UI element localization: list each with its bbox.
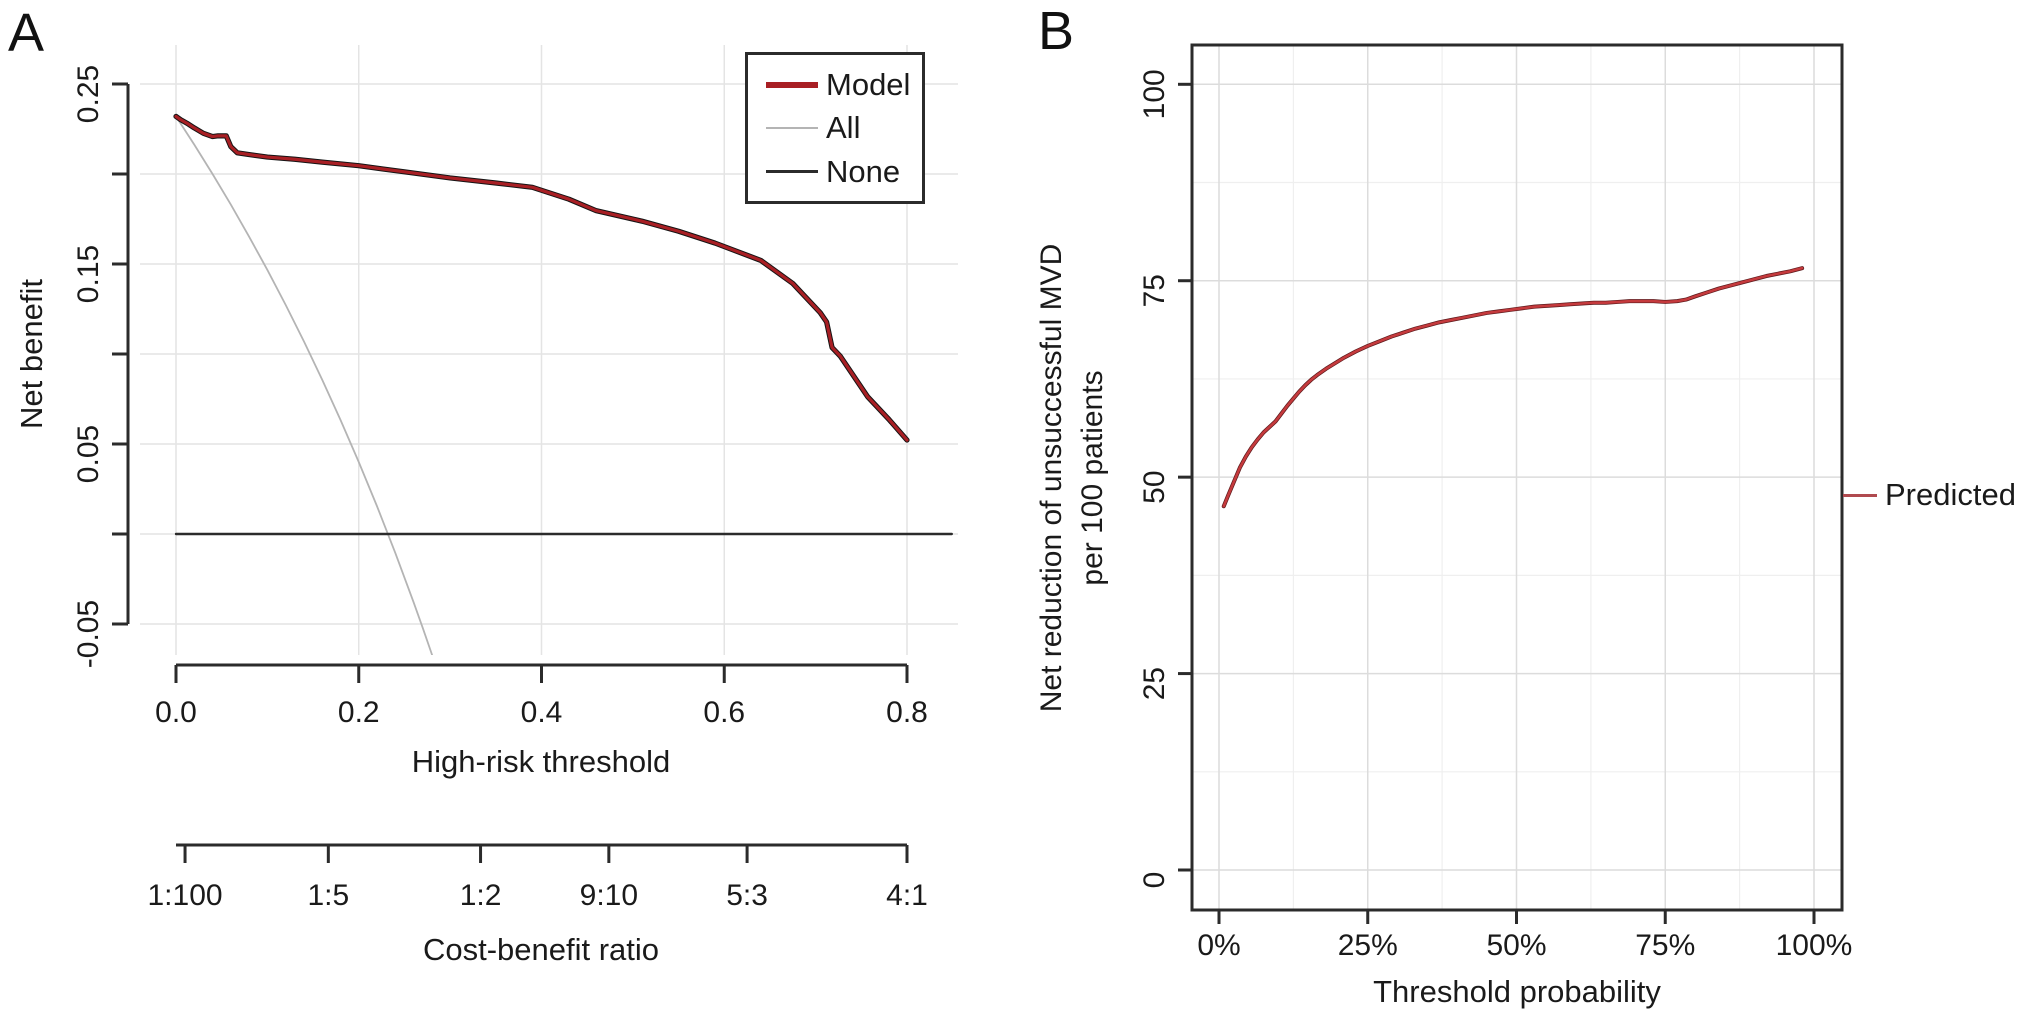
cost-axis-tick-label: 5:3 <box>726 879 768 912</box>
x-axis-tick-label: 0.6 <box>703 696 745 729</box>
panel-b-y-axis-title: Net reduction of unsuccessful MVD per 10… <box>1035 243 1109 713</box>
panel-a-x-axis-title: High-risk threshold <box>411 744 671 779</box>
y-axis-tick-label: 0.05 <box>72 425 105 483</box>
all-curve <box>175 115 434 655</box>
panel-b-legend: Predicted <box>1843 477 2016 513</box>
legend-entry-model: Model <box>766 67 912 103</box>
y-axis-tick-label: 50 <box>1138 470 1171 503</box>
x-axis-tick-label: 0.8 <box>886 696 928 729</box>
x-axis-tick-label: 25% <box>1338 929 1398 962</box>
cost-axis-tick-label: 1:5 <box>307 879 349 912</box>
cost-axis-tick-label: 1:2 <box>460 879 502 912</box>
y-axis-tick-label: 25 <box>1138 667 1171 700</box>
panel-a-secondary-axis-title: Cost-benefit ratio <box>422 932 660 967</box>
panel-a-cost-benefit-axis: 1:100 1:5 1:2 9:10 5:3 4:1 <box>148 843 928 912</box>
y-axis-tick-label: 75 <box>1138 274 1171 307</box>
legend-entry-none: None <box>766 154 912 190</box>
panel-b-y-axis: 0 25 50 75 100 <box>1138 69 1192 888</box>
model-line-swatch <box>766 81 818 88</box>
y-axis-tick-label: 0.15 <box>72 245 105 303</box>
x-axis-tick-label: 0% <box>1197 929 1240 962</box>
cost-axis-tick-label: 4:1 <box>886 879 928 912</box>
x-axis-tick-label: 0.0 <box>155 696 197 729</box>
y-axis-tick-label: 100 <box>1138 69 1171 119</box>
x-axis-tick-label: 0.2 <box>338 696 380 729</box>
panel-a-legend: Model All None <box>745 52 925 204</box>
x-axis-tick-label: 50% <box>1486 929 1546 962</box>
legend-label-predicted: Predicted <box>1885 477 2016 512</box>
panel-a-letter: A <box>8 3 45 63</box>
panel-b-x-axis-title: Threshold probability <box>1373 974 1661 1009</box>
all-line-swatch <box>766 127 818 129</box>
y-axis-tick-label: 0.25 <box>72 65 105 123</box>
predicted-curve-outline <box>1221 266 1805 509</box>
none-line-swatch <box>766 170 818 173</box>
cost-axis-tick-label: 9:10 <box>580 879 638 912</box>
predicted-curve <box>1222 266 1804 508</box>
model-curve <box>174 114 909 442</box>
legend-label-model: Model <box>826 66 911 102</box>
y-axis-tick-label: 0 <box>1138 872 1171 889</box>
legend-entry-all: All <box>766 110 912 146</box>
panel-a-series <box>173 113 953 655</box>
panel-b-x-axis: 0% 25% 50% 75% 100% <box>1197 910 1852 962</box>
x-axis-tick-label: 75% <box>1635 929 1695 962</box>
panel-b-gridlines <box>1192 45 1842 910</box>
y-axis-tick-label: -0.05 <box>72 600 105 668</box>
panel-b-chart: 0 25 50 75 100 0% 25% 50% 75% 100% <box>1138 43 1852 962</box>
legend-label-all: All <box>826 110 861 145</box>
panel-a-y-axis: 0.25 0.15 0.05 -0.05 <box>72 65 130 668</box>
predicted-line-swatch <box>1843 493 1877 497</box>
panel-a-x-axis: 0.0 0.2 0.4 0.6 0.8 <box>155 663 928 729</box>
legend-label-none: None <box>826 153 901 189</box>
x-axis-tick-label: 0.4 <box>521 696 563 729</box>
x-axis-tick-label: 100% <box>1776 929 1853 962</box>
panel-a-y-axis-title: Net benefit <box>14 279 49 429</box>
panel-b-letter: B <box>1038 1 1075 61</box>
cost-axis-tick-label: 1:100 <box>148 879 223 912</box>
